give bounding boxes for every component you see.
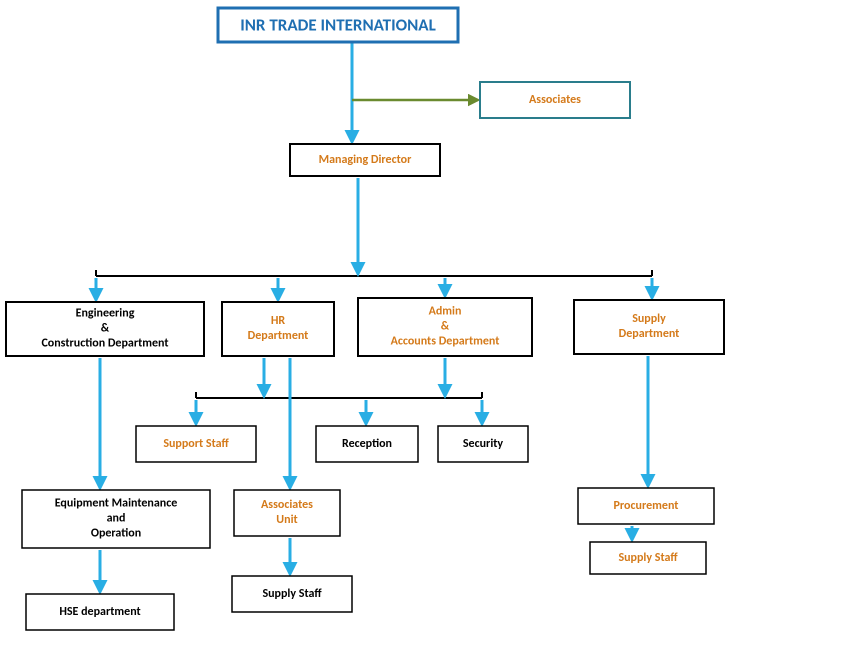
node-label: and [107, 512, 126, 526]
node-admin: Admin&Accounts Department [358, 298, 532, 356]
node-eng: Engineering&Construction Department [6, 302, 204, 356]
node-support: Support Staff [136, 426, 256, 462]
node-recep: Reception [316, 426, 418, 462]
node-sec: Security [438, 426, 528, 462]
node-supply: SupplyDepartment [574, 300, 724, 354]
node-label: & [441, 320, 450, 334]
node-label: Accounts Department [391, 335, 500, 349]
node-label: Equipment Maintenance [55, 497, 178, 511]
node-label: Managing Director [319, 153, 412, 167]
node-label: Supply [632, 312, 666, 326]
node-md: Managing Director [290, 144, 440, 176]
node-label: Supply Staff [618, 551, 678, 565]
node-assoc: Associates [480, 82, 630, 118]
node-label: Supply Staff [262, 587, 322, 601]
org-chart: INR TRADE INTERNATIONAL Associates Managin… [0, 0, 864, 652]
node-label: Engineering [76, 307, 135, 321]
node-label: Unit [276, 513, 297, 527]
node-label: INR TRADE INTERNATIONAL [240, 15, 436, 36]
node-title: INR TRADE INTERNATIONAL [218, 8, 458, 42]
node-equip: Equipment MaintenanceandOperation [22, 490, 210, 548]
node-aunit: AssociatesUnit [234, 490, 340, 536]
node-label: Reception [342, 437, 392, 451]
node-label: Security [463, 437, 504, 451]
node-hr: HRDepartment [222, 302, 334, 356]
node-label: Support Staff [163, 437, 229, 451]
node-hse: HSE department [26, 594, 174, 630]
node-sstaff1: Supply Staff [232, 576, 352, 612]
node-proc: Procurement [578, 488, 714, 524]
node-label: Operation [91, 527, 141, 541]
node-label: Associates [529, 93, 581, 107]
node-label: Procurement [614, 499, 679, 513]
node-sstaff2: Supply Staff [590, 542, 706, 574]
node-label: Department [248, 329, 309, 343]
node-label: Associates [261, 498, 313, 512]
node-label: Department [619, 327, 680, 341]
node-label: Admin [429, 305, 462, 319]
node-label: HSE department [59, 605, 140, 619]
node-label: & [101, 322, 110, 336]
node-label: HR [271, 314, 286, 328]
node-label: Construction Department [41, 337, 168, 351]
